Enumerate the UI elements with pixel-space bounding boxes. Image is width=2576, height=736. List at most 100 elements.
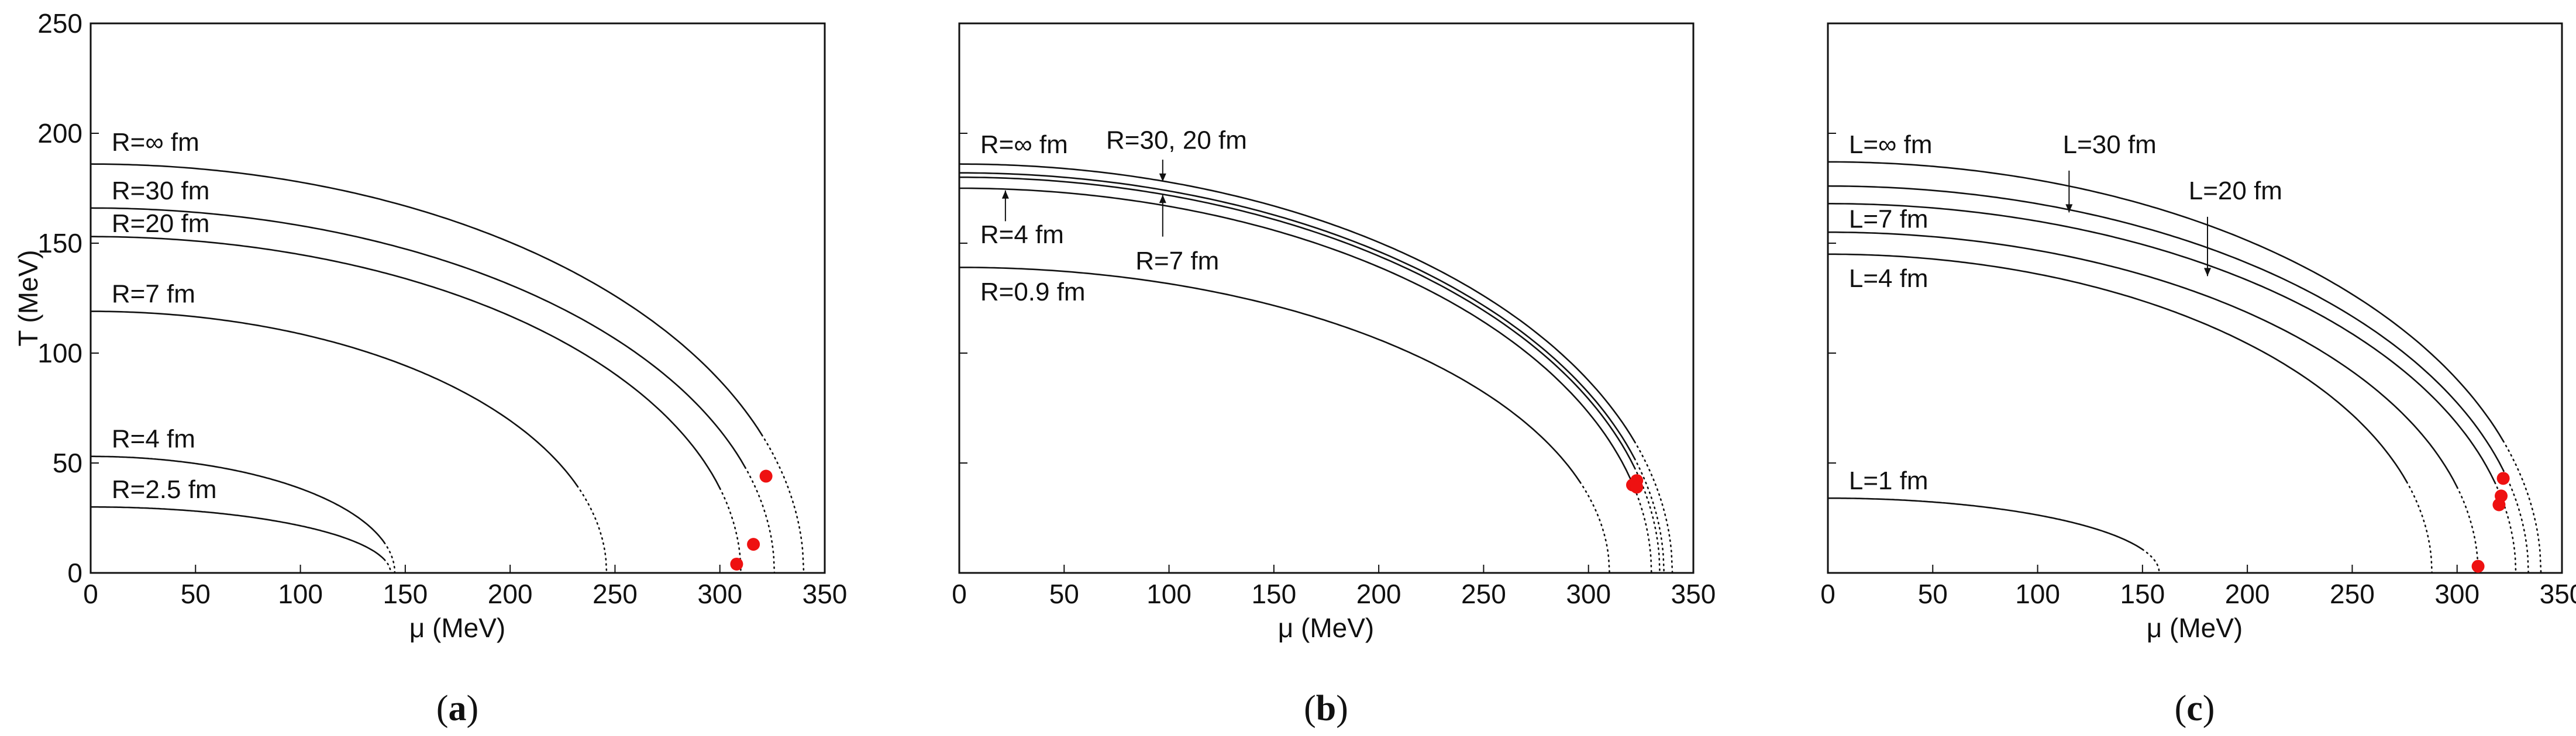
- x-tick-label: 250: [593, 579, 638, 609]
- curve-label: R=2.5 fm: [112, 475, 217, 504]
- chart-marks: 0 50 100 150 200 250 300 350 L=∞ fm L=30 fm L=20 f…: [1820, 23, 2576, 609]
- caption-close: ): [467, 689, 479, 728]
- x-tick-label: 50: [1918, 579, 1948, 609]
- series-dotted-tail: [383, 558, 392, 574]
- series-line: [1828, 253, 2408, 482]
- curve-label: L=7 fm: [1849, 205, 1928, 234]
- arrow-head: [1159, 173, 1166, 182]
- curve-label: L=1 fm: [1849, 467, 1928, 495]
- series-line: [959, 176, 1635, 468]
- y-tick-label: 200: [37, 118, 82, 148]
- caption-letter: a: [449, 689, 467, 728]
- x-tick-label: 250: [1461, 579, 1506, 609]
- x-tick-label: 150: [1251, 579, 1296, 609]
- critical-point: [2492, 498, 2506, 512]
- y-axis-label: T (MeV): [13, 250, 43, 346]
- plot-frame: [89, 22, 826, 574]
- series-dotted-tail: [2456, 486, 2479, 574]
- arrow-head: [2204, 268, 2212, 277]
- x-tick-label: 300: [697, 579, 742, 609]
- x-tick-label: 200: [1356, 579, 1401, 609]
- critical-point: [759, 469, 773, 483]
- series-dotted-tail: [383, 541, 396, 574]
- series-line: [1828, 231, 2458, 488]
- series-line: [959, 187, 1635, 489]
- y-tick-label: 50: [53, 448, 82, 478]
- x-tick-label: 0: [952, 579, 967, 609]
- series-line: [1828, 202, 2496, 483]
- caption-close: ): [1336, 689, 1348, 728]
- curve-label: R=30 fm: [112, 177, 210, 205]
- curve-label: L=20 fm: [2189, 177, 2282, 205]
- critical-point: [1630, 481, 1644, 494]
- series-line: [91, 236, 721, 489]
- panel-b: 0 50 100 150 200 250 300 350 R=∞ fm R=30, 20 fm R=…: [952, 22, 1716, 728]
- y-tick-label: 0: [67, 558, 82, 588]
- series-line: [1827, 185, 2504, 471]
- series-line: [90, 207, 746, 468]
- x-tick-label: 100: [2015, 579, 2060, 609]
- series-dotted-tail: [1634, 441, 1673, 574]
- x-tick-label: 0: [1820, 579, 1835, 609]
- y-tick-label: 100: [37, 338, 82, 368]
- critical-point: [2471, 559, 2485, 573]
- x-tick-label: 200: [2225, 579, 2270, 609]
- arrow-head: [1159, 195, 1166, 203]
- series-dotted-tail: [576, 485, 608, 574]
- curve-label: R=4 fm: [980, 220, 1064, 249]
- curve-label: L=4 fm: [1849, 264, 1928, 293]
- x-tick-label: 350: [1671, 579, 1716, 609]
- x-tick-label: 300: [1566, 579, 1611, 609]
- series-line: [959, 163, 1635, 443]
- x-tick-label: 250: [2330, 579, 2375, 609]
- curve-label: R=7 fm: [1135, 247, 1219, 275]
- critical-point: [730, 557, 743, 571]
- arrow-head: [2065, 204, 2073, 213]
- curve-label: R=30, 20 fm: [1106, 126, 1247, 154]
- series-line: [959, 172, 1635, 459]
- x-axis-label: μ (MeV): [1278, 613, 1375, 643]
- x-tick-label: 350: [803, 579, 848, 609]
- series-line: [959, 267, 1581, 483]
- critical-point: [747, 538, 760, 551]
- plot-frame: [958, 22, 1695, 574]
- x-tick-label: 150: [383, 579, 428, 609]
- curve-label: L=∞ fm: [1849, 130, 1933, 159]
- series-dotted-tail: [2502, 440, 2542, 574]
- caption-letter: c: [2186, 689, 2203, 728]
- series-line: [91, 310, 578, 486]
- series-dotted-tail: [1634, 488, 1652, 574]
- series-line: [90, 163, 763, 436]
- x-tick-label: 100: [1146, 579, 1191, 609]
- x-axis-label: μ (MeV): [2147, 613, 2243, 643]
- panel-caption: (c): [2175, 689, 2215, 728]
- series-dotted-tail: [744, 466, 776, 574]
- x-tick-label: 150: [2120, 579, 2165, 609]
- x-tick-label: 0: [83, 579, 98, 609]
- series-dotted-tail: [1634, 458, 1665, 574]
- x-tick-label: 200: [488, 579, 533, 609]
- y-tick-label: 150: [37, 228, 82, 258]
- caption-open: (: [2175, 689, 2187, 728]
- series-dotted-tail: [719, 487, 742, 574]
- x-tick-label: 50: [181, 579, 211, 609]
- arrow-head: [1001, 190, 1009, 199]
- panel-c: 0 50 100 150 200 250 300 350 L=∞ fm L=30 fm L=20 f…: [1820, 22, 2576, 728]
- series-dotted-tail: [2141, 548, 2160, 574]
- series-dotted-tail: [2502, 469, 2529, 574]
- series-dotted-tail: [2406, 481, 2433, 574]
- curve-label: R=0.9 fm: [980, 278, 1086, 306]
- caption-open: (: [1304, 689, 1316, 728]
- curve-label: R=∞ fm: [112, 128, 199, 157]
- series-line: [91, 506, 385, 560]
- x-axis-label: μ (MeV): [409, 613, 506, 643]
- panel-caption: (a): [436, 689, 478, 728]
- chart-marks: 0 50 100 150 200 250 300 350 R=∞ fm R=30, 20 fm R=…: [952, 23, 1716, 609]
- curve-label: R=20 fm: [112, 209, 210, 238]
- caption-letter: b: [1316, 689, 1336, 728]
- series-line: [1828, 161, 2504, 441]
- x-tick-label: 100: [278, 579, 323, 609]
- curve-label: R=4 fm: [112, 425, 195, 454]
- caption-open: (: [436, 689, 449, 728]
